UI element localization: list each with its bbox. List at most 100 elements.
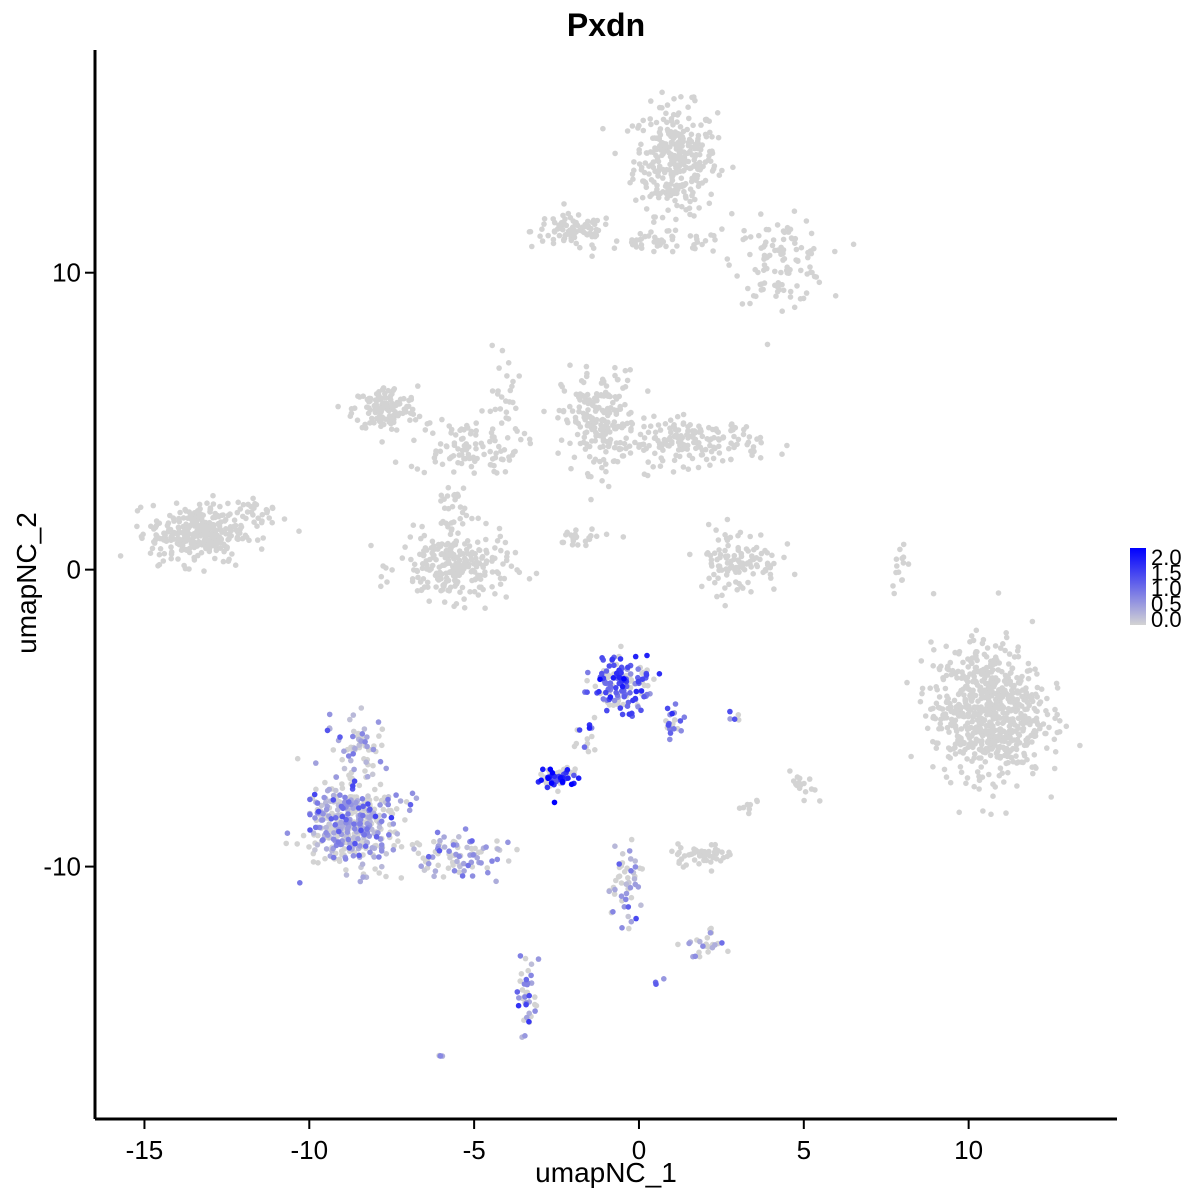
- data-point: [1029, 739, 1035, 745]
- data-point: [784, 442, 790, 449]
- data-point: [203, 536, 209, 543]
- data-point: [651, 219, 657, 225]
- data-point: [660, 116, 667, 123]
- data-point: [727, 716, 733, 722]
- data-point: [462, 455, 469, 462]
- data-point: [956, 809, 962, 816]
- data-point: [505, 360, 512, 366]
- data-point: [772, 268, 778, 275]
- data-point: [541, 216, 548, 222]
- data-point: [376, 413, 383, 420]
- data-point: [445, 540, 451, 547]
- data-point: [1012, 722, 1018, 728]
- data-point: [345, 836, 352, 843]
- data-point: [260, 535, 267, 541]
- data-point: [1077, 742, 1083, 749]
- data-point: [439, 461, 446, 468]
- data-point: [182, 527, 188, 533]
- data-point: [294, 755, 301, 762]
- data-point: [756, 232, 762, 239]
- data-point: [807, 264, 813, 270]
- data-point: [787, 226, 794, 233]
- data-point: [687, 165, 693, 172]
- data-point: [617, 705, 624, 711]
- data-point: [632, 881, 639, 888]
- data-point: [661, 436, 668, 443]
- data-point: [421, 469, 428, 476]
- data-point: [603, 668, 610, 674]
- data-point: [572, 766, 578, 772]
- data-point: [969, 660, 975, 667]
- data-point: [750, 293, 757, 299]
- data-point: [148, 523, 154, 530]
- data-point: [623, 435, 629, 442]
- data-point: [571, 227, 577, 233]
- data-point: [156, 551, 163, 558]
- data-point: [580, 379, 587, 386]
- data-point: [471, 569, 478, 575]
- data-point: [986, 771, 992, 778]
- data-point: [150, 502, 157, 509]
- data-point: [586, 535, 592, 541]
- data-point: [710, 166, 717, 172]
- data-point: [606, 441, 612, 448]
- data-point: [445, 557, 452, 564]
- data-point: [656, 136, 662, 142]
- data-point: [461, 868, 467, 874]
- data-point: [219, 512, 225, 519]
- data-point: [585, 748, 592, 755]
- data-point: [995, 590, 1002, 596]
- data-point: [968, 633, 975, 639]
- data-point: [936, 726, 942, 732]
- data-point: [391, 386, 398, 392]
- data-point: [625, 904, 632, 910]
- data-point: [323, 829, 329, 836]
- data-point: [562, 231, 569, 238]
- data-point: [784, 264, 790, 271]
- data-point: [548, 780, 555, 786]
- data-point: [450, 551, 457, 558]
- data-point: [586, 397, 593, 403]
- data-point: [373, 833, 380, 840]
- data-point: [663, 166, 670, 173]
- data-point: [615, 376, 621, 383]
- data-point: [948, 671, 955, 678]
- x-tick-label: 10: [954, 1135, 983, 1165]
- data-point: [1002, 647, 1008, 654]
- data-point: [497, 581, 504, 587]
- data-point: [207, 506, 214, 513]
- data-point: [980, 689, 987, 695]
- data-point: [652, 450, 658, 457]
- data-point: [387, 397, 394, 403]
- data-point: [699, 142, 705, 148]
- data-point: [383, 765, 390, 772]
- data-point: [627, 450, 634, 456]
- data-point: [626, 925, 632, 932]
- data-point: [741, 566, 748, 573]
- data-point: [703, 456, 710, 463]
- data-point: [245, 501, 251, 508]
- y-tick-label: 0: [67, 555, 81, 585]
- data-point: [311, 791, 318, 798]
- data-point: [356, 394, 363, 400]
- data-point: [380, 806, 387, 813]
- data-point: [993, 734, 999, 740]
- data-point: [619, 424, 625, 431]
- data-point: [589, 415, 596, 421]
- data-point: [705, 521, 712, 528]
- data-point: [1063, 723, 1070, 730]
- data-point: [943, 699, 950, 706]
- data-point: [663, 243, 669, 250]
- data-point: [408, 463, 415, 470]
- data-point: [719, 167, 725, 174]
- data-point: [890, 583, 896, 589]
- data-point: [333, 787, 339, 794]
- data-point: [571, 743, 578, 750]
- data-point: [296, 528, 302, 534]
- data-point: [692, 953, 699, 960]
- data-point: [481, 451, 487, 458]
- data-point: [342, 856, 349, 862]
- data-point: [600, 438, 607, 444]
- data-point: [579, 224, 586, 230]
- data-point: [358, 705, 365, 711]
